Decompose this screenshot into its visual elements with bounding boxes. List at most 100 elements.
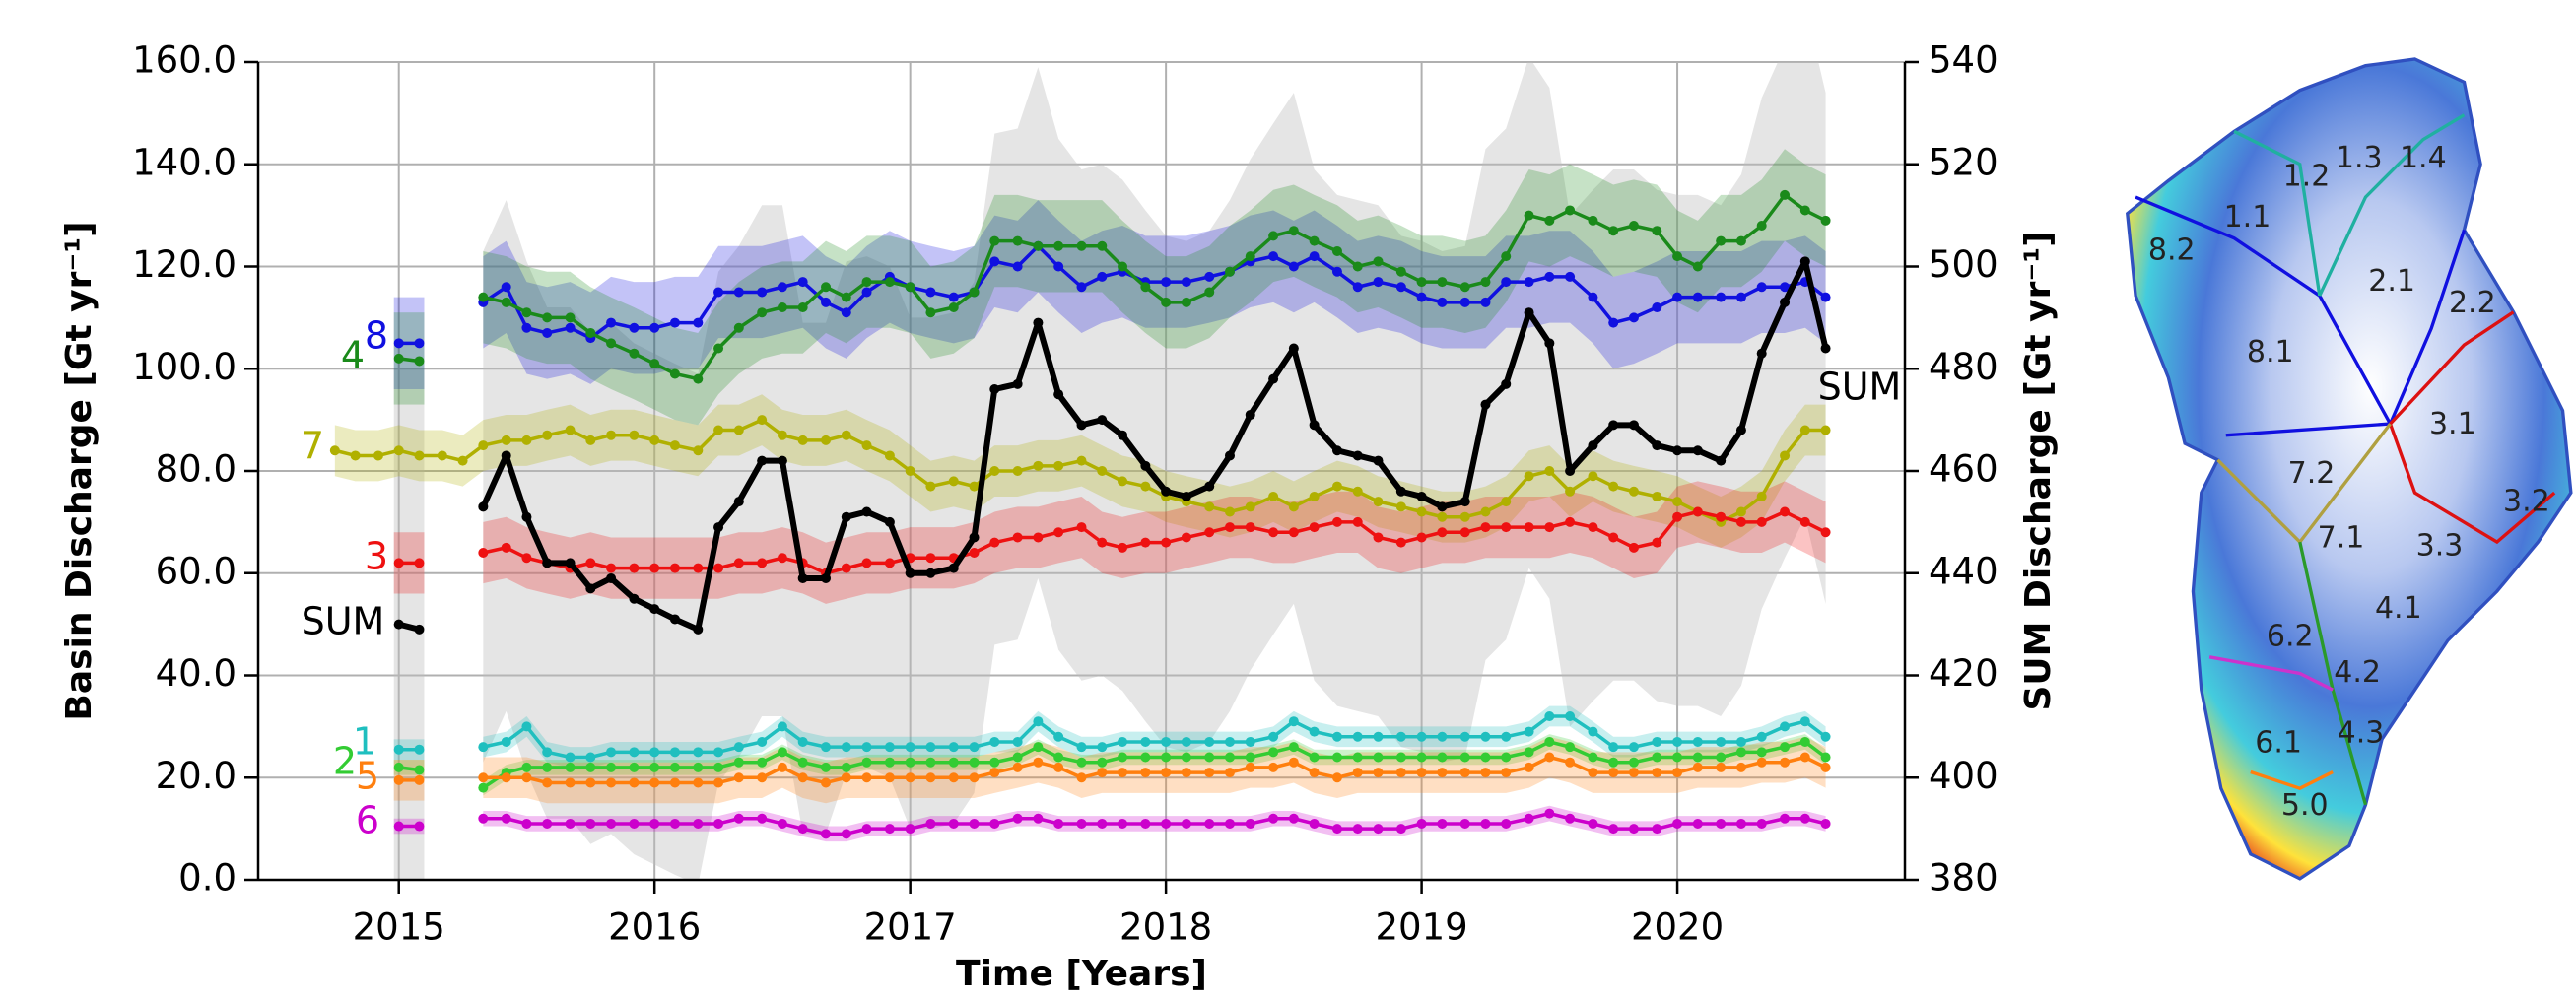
y-tick-label: 160.0 [132,39,237,82]
data-point [885,558,895,568]
data-point [1396,487,1406,497]
data-point [1800,517,1810,527]
data-point [1289,502,1299,511]
data-point [1565,272,1575,282]
data-point [1268,814,1278,824]
basin-label: 2.1 [2368,264,2415,299]
data-point [1140,768,1150,777]
data-point [693,763,703,772]
data-point [1077,241,1087,251]
data-point [1672,293,1682,302]
data-point [1013,379,1023,389]
data-point [478,742,488,752]
basin-label: 4.1 [2375,591,2422,626]
data-point [670,440,680,450]
data-point [1118,819,1127,829]
data-point [1565,758,1575,768]
data-point [566,312,576,322]
data-point [1225,450,1235,460]
data-point [1225,753,1235,763]
data-point [1525,471,1534,481]
data-point [1204,819,1214,829]
y-axis-label: Basin Discharge [Gt yr⁻¹] [59,221,100,720]
data-point [1437,527,1447,537]
data-point [1161,487,1171,497]
data-point [521,721,531,731]
data-point [1246,819,1255,829]
data-point [585,328,595,338]
data-point [1053,819,1063,829]
data-point [1608,318,1618,328]
data-point [1800,205,1810,215]
x-tick-label: 2020 [1631,906,1724,949]
data-point [1736,737,1746,747]
data-point [1140,282,1150,292]
data-point [1161,768,1171,777]
data-point [1693,819,1703,829]
data-point [885,742,895,752]
data-point [862,287,872,297]
data-point [1757,221,1767,231]
data-point [757,772,767,782]
data-point [670,614,680,624]
data-point [693,747,703,757]
reference-point [394,822,404,832]
data-point [1013,466,1023,476]
data-point [842,742,851,752]
data-point [1608,482,1618,492]
data-point [1097,819,1107,829]
data-point [1118,768,1127,777]
data-point [1544,711,1554,721]
data-point [1588,216,1597,226]
data-point [989,737,999,747]
data-point [713,819,723,829]
y-tick-label: 20.0 [156,755,237,797]
data-point [1437,298,1447,307]
data-point [1417,507,1427,517]
data-point [1672,445,1682,455]
basin-label: 4.3 [2338,716,2385,751]
data-point [798,573,808,583]
data-point [1310,727,1320,737]
data-point [1652,753,1661,763]
data-point [949,758,959,768]
reference-point [414,765,424,774]
data-point [649,777,659,787]
data-point [906,568,915,578]
data-point [1417,492,1427,502]
data-point [798,824,808,834]
data-point [1353,768,1363,777]
data-point [842,307,851,317]
data-point [542,558,552,568]
data-point [1182,737,1191,747]
data-point [1460,819,1470,829]
data-point [1097,742,1107,752]
reference-point [394,620,404,630]
reference-point [394,745,404,755]
data-point [1525,211,1534,221]
data-point [1373,256,1383,266]
data-point [1053,262,1063,272]
data-point [1525,277,1534,287]
data-point [1716,512,1726,522]
data-point [629,323,639,333]
data-point [989,819,999,829]
data-point [1225,737,1235,747]
data-point [1501,379,1511,389]
data-point [1716,737,1726,747]
data-point [1310,753,1320,763]
basin-label: 7.1 [2318,520,2365,555]
data-point [585,435,595,445]
data-point [1544,522,1554,532]
basin-label: 1.4 [2400,141,2447,175]
data-point [842,431,851,440]
data-point [1544,338,1554,348]
y2-axis-label: SUM Discharge [Gt yr⁻¹] [2018,231,2059,710]
data-point [606,318,616,328]
y-tick-label: 100.0 [132,346,237,388]
data-point [502,543,511,553]
data-point [649,359,659,368]
data-point [925,772,935,782]
data-point [566,777,576,787]
data-point [1629,768,1639,777]
